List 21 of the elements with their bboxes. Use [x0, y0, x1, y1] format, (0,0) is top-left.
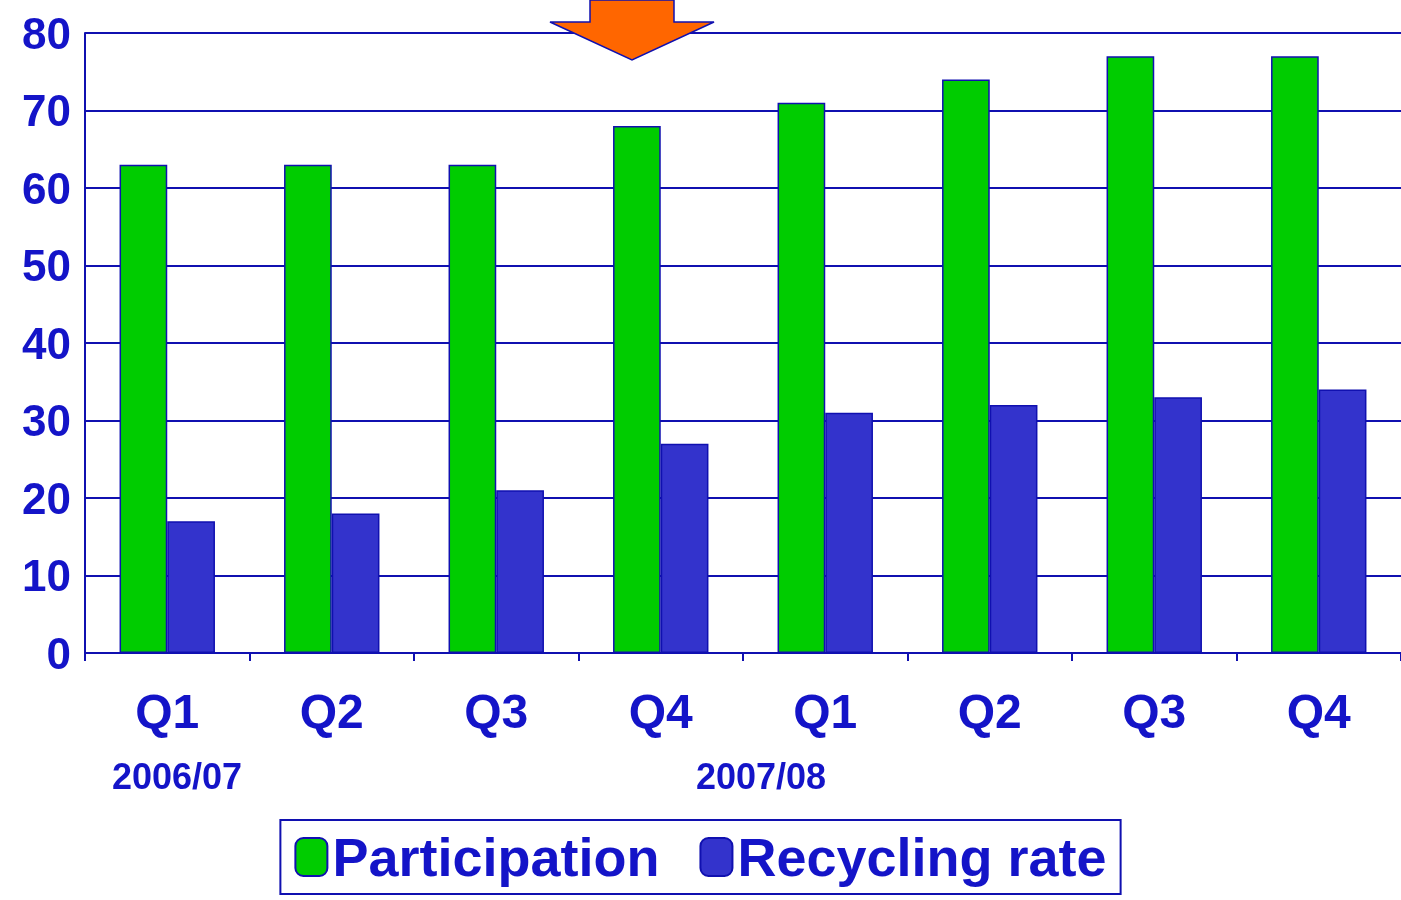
y-tick-label: 0	[46, 628, 71, 678]
y-tick-label: 30	[22, 396, 71, 445]
y-tick-label: 20	[22, 473, 71, 523]
legend-label: Participation	[332, 827, 660, 887]
x-tick-label: Q4	[628, 684, 694, 738]
text: 2007/08	[695, 755, 827, 797]
x-tick-label: Q2	[299, 684, 364, 738]
y-tick-label: 40	[22, 318, 71, 368]
y-tick-label: 60	[22, 163, 71, 213]
x-tick-label: Q1	[793, 684, 858, 738]
y-tick-label: 50	[22, 241, 71, 290]
text: 2006/07	[111, 755, 243, 797]
y-tick-label: 80	[22, 8, 71, 58]
x-tick-label: Q4	[1286, 684, 1352, 738]
x-tick-label: Q1	[135, 684, 200, 738]
y-tick-label: 10	[22, 551, 71, 600]
y-tick-label: 70	[22, 86, 71, 135]
x-tick-label: Q3	[464, 684, 529, 738]
legend-label: Recycling rate	[737, 827, 1107, 887]
x-tick-label: Q3	[1122, 684, 1187, 738]
x-tick-label: Q2	[957, 684, 1022, 738]
